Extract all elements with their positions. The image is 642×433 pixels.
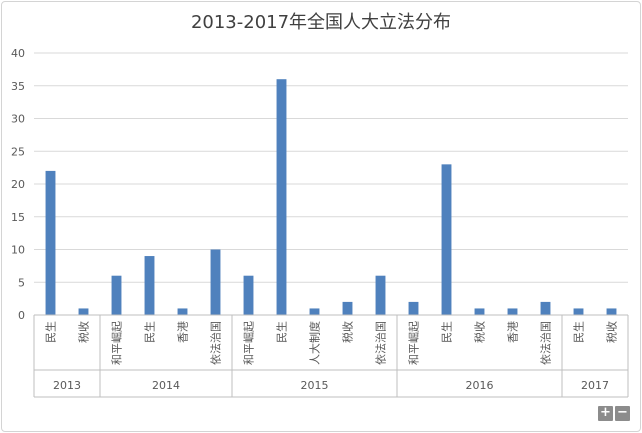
bar: [441, 164, 452, 315]
y-tick-label: 0: [18, 309, 25, 322]
category-label: 和平崛起: [242, 321, 256, 365]
y-tick-label: 5: [18, 276, 25, 289]
zoom-in-button[interactable]: +: [598, 406, 613, 421]
bar: [45, 170, 56, 315]
bar: [111, 275, 122, 315]
bar: [243, 275, 254, 315]
bars: [45, 79, 617, 315]
bar: [276, 79, 287, 315]
category-label: 香港: [177, 321, 190, 343]
y-tick-label: 40: [11, 47, 25, 60]
y-axis: 0 5 10 15 20 25 30 35 40: [11, 47, 25, 322]
bar: [606, 308, 617, 315]
category-label: 依法治国: [209, 321, 223, 365]
year-label: 2013: [53, 379, 81, 392]
category-label: 民生: [572, 321, 586, 343]
y-tick-label: 35: [11, 80, 25, 93]
bar: [78, 308, 89, 315]
year-label: 2017: [581, 379, 609, 392]
bar: [309, 308, 320, 315]
year-label: 2014: [152, 379, 180, 392]
chart-title: 2013-2017年全国人大立法分布: [190, 12, 452, 33]
bar: [210, 249, 221, 315]
year-label: 2016: [466, 379, 494, 392]
zoom-controls: + −: [598, 406, 630, 421]
y-tick-label: 20: [11, 178, 25, 191]
category-label: 税收: [473, 321, 487, 343]
bar: [408, 301, 419, 315]
category-label: 依法治国: [539, 321, 553, 365]
bar: [540, 301, 551, 315]
y-tick-label: 30: [11, 113, 25, 126]
category-label: 民生: [440, 321, 454, 343]
y-tick-label: 25: [11, 145, 25, 158]
bar: [177, 308, 188, 315]
gridlines: [34, 52, 628, 283]
bar: [375, 275, 386, 315]
category-label: 民生: [44, 321, 58, 343]
category-label: 依法治国: [374, 321, 388, 365]
bar: [507, 308, 518, 315]
category-label: 和平崛起: [407, 321, 421, 365]
category-label: 税收: [341, 321, 355, 343]
y-tick-label: 15: [11, 211, 25, 224]
bar: [573, 308, 584, 315]
category-label: 税收: [77, 321, 91, 343]
category-label: 和平崛起: [110, 321, 124, 365]
category-label: 民生: [143, 321, 157, 343]
zoom-out-button[interactable]: −: [615, 406, 630, 421]
category-label: 人大制度: [308, 321, 322, 365]
category-label: 民生: [275, 321, 289, 343]
x-axis: 民生 税收 和平崛起 民生 香港 依法治国 和平崛起 民生 人大制度 税收 依法治国 和平崛起 民生 税收…: [33, 314, 629, 398]
y-tick-label: 10: [11, 244, 25, 257]
bar: [144, 256, 155, 315]
bar: [342, 301, 353, 315]
year-label: 2015: [301, 379, 329, 392]
bar: [474, 308, 485, 315]
category-label: 税收: [605, 321, 619, 343]
category-label: 香港: [507, 321, 520, 343]
